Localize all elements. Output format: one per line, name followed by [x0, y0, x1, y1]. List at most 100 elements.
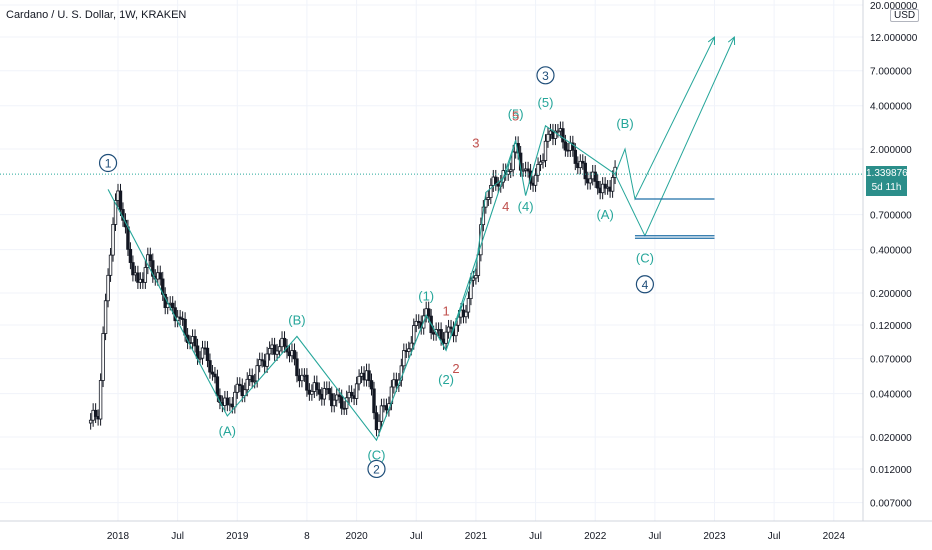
candle-body: [275, 350, 279, 355]
wave-label: (C): [367, 447, 385, 462]
candle-body: [146, 254, 150, 268]
candle-body: [367, 370, 371, 381]
candle-body: [213, 373, 217, 378]
candle-body: [581, 160, 585, 164]
candle-body: [151, 260, 155, 277]
price-tick-label: 0.070000: [870, 355, 912, 366]
candle-body: [417, 320, 421, 323]
time-tick-label: 2020: [345, 531, 368, 542]
candle-body: [255, 365, 259, 382]
wave-label: (2): [438, 372, 454, 387]
candle-body: [407, 348, 411, 352]
candle-body: [511, 151, 515, 171]
projection-path: [614, 36, 715, 201]
candle-body: [136, 272, 140, 283]
candle-body: [322, 388, 326, 400]
candle-body: [317, 389, 322, 395]
candle-body: [339, 396, 344, 409]
candle-body: [260, 359, 264, 362]
candle-body: [126, 226, 130, 250]
candle-body: [300, 374, 304, 382]
wave-circle: [98, 153, 118, 173]
wave-label: (A): [219, 424, 236, 439]
projection-path: [614, 36, 735, 237]
candle-body: [257, 359, 262, 367]
wave-label: (B): [616, 116, 633, 131]
candle-body: [556, 130, 560, 133]
last-price-value: 1.339876: [866, 168, 908, 179]
candle-body: [183, 318, 187, 336]
candle-body: [446, 326, 451, 333]
candle-body: [541, 160, 545, 163]
price-tick-label: 20.000000: [870, 1, 918, 12]
price-tick-label: 0.120000: [870, 321, 912, 332]
candle-body: [292, 350, 297, 360]
candle-body: [158, 272, 162, 280]
candle-body: [252, 380, 257, 383]
candle-body: [238, 383, 242, 387]
candle-body: [128, 248, 133, 263]
wave-label: (5): [508, 107, 524, 122]
wave-label: (B): [288, 312, 305, 327]
candle-body: [282, 337, 287, 347]
wave-circle: [367, 459, 386, 479]
candle-body: [250, 375, 254, 383]
candle-body: [103, 300, 108, 334]
currency-badge[interactable]: USD: [890, 9, 920, 22]
wave-label: 1: [105, 156, 112, 170]
price-tick-label: 7.000000: [870, 67, 912, 78]
wave-label: 4: [502, 199, 509, 214]
candle-body: [118, 190, 123, 210]
price-tick-label: 0.040000: [870, 390, 912, 401]
candle-body: [603, 183, 607, 189]
price-axis[interactable]: 20.000000 12.000000 7.000000 4.000000 2.0000…: [862, 0, 918, 521]
candle-body: [335, 394, 339, 401]
candle-body: [444, 331, 448, 344]
time-tick-label: 2023: [703, 531, 726, 542]
candle-body: [305, 374, 309, 391]
candle-body: [508, 169, 513, 172]
candle-body: [108, 254, 113, 276]
wave-label: (4): [518, 199, 534, 214]
price-tick-label: 0.400000: [870, 246, 912, 257]
candle-body: [310, 390, 314, 395]
candle-body: [521, 169, 525, 172]
candle-body: [593, 171, 597, 182]
chart-title: Cardano / U. S. Dollar, 1W, KRAKEN: [6, 9, 187, 21]
time-tick-label: Jul: [410, 531, 423, 542]
candle-body: [330, 393, 334, 407]
candle-body: [265, 353, 269, 367]
candle-body: [98, 380, 103, 420]
candle-body: [88, 419, 93, 424]
candle-body: [93, 409, 98, 417]
candle-body: [148, 254, 153, 262]
candle-body: [561, 128, 565, 143]
candle-body: [533, 174, 538, 186]
candle-body: [474, 275, 478, 279]
grid-lines: [0, 0, 863, 521]
price-tick-label: 0.200000: [870, 289, 912, 300]
candle-body: [402, 350, 406, 367]
wave-labels: 1(A)(B)(C)2(1)1(2)234(5)5(4)3(5)(B)(A)(C…: [98, 66, 655, 479]
candle-body: [205, 347, 210, 361]
candle-body: [143, 267, 148, 283]
candle-body: [466, 298, 471, 313]
price-tick-label: 0.700000: [870, 211, 912, 222]
candle-body: [225, 397, 230, 406]
candle-body: [170, 302, 175, 309]
candle-body: [369, 380, 374, 390]
candle-body: [578, 160, 582, 169]
candle-body: [489, 184, 493, 198]
time-tick-label: Jul: [648, 531, 661, 542]
candle-body: [571, 142, 575, 151]
projection-arrowhead: [707, 35, 716, 46]
candle-body: [349, 391, 354, 397]
candle-body: [272, 344, 277, 355]
candle-body: [200, 347, 205, 359]
candle-body: [332, 399, 336, 407]
wave-label: 2: [452, 361, 459, 376]
candle-body: [295, 358, 299, 377]
time-axis[interactable]: 2018 Jul 2019 8 2020 Jul 2021 Jul 2022 Jul 2023 Jul…: [0, 520, 932, 542]
candle-body: [101, 333, 105, 381]
